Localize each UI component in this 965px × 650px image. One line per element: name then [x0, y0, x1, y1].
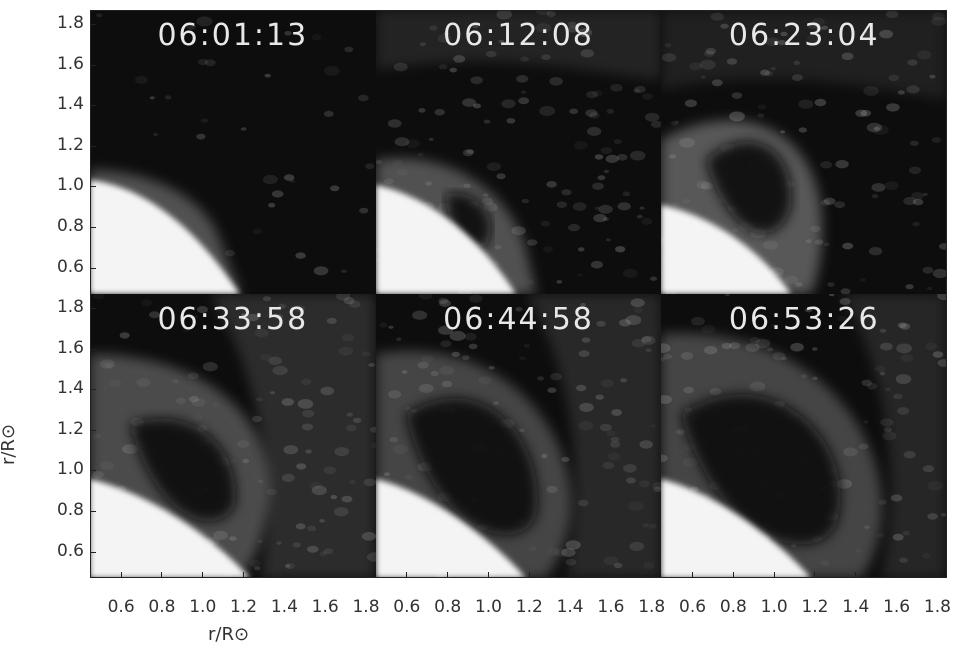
- x-tick-label: 1.0: [474, 597, 502, 617]
- x-tick-label: 0.6: [679, 597, 707, 617]
- y-tick-mark: [90, 24, 96, 26]
- y-tick-label: 0.6: [56, 256, 84, 277]
- x-tick-label: 1.4: [842, 597, 870, 617]
- y-tick-label: 1.8: [56, 297, 84, 318]
- image-panel-3: 06:23:04: [661, 10, 948, 294]
- x-tick-label: 1.2: [801, 597, 829, 617]
- x-tick-label: 1.8: [923, 597, 951, 617]
- panel-timestamp: 06:23:04: [728, 18, 880, 53]
- x-tick-mark: [447, 572, 449, 578]
- y-tick-mark: [90, 186, 96, 188]
- y-tick-mark: [90, 227, 96, 229]
- x-tick-label: 0.6: [393, 597, 421, 617]
- image-panel-4: 06:33:58: [90, 294, 376, 578]
- y-tick-label: 1.6: [56, 337, 84, 358]
- x-tick-mark: [855, 572, 857, 578]
- image-panel-2: 06:12:08: [375, 10, 662, 294]
- x-tick-mark: [283, 572, 285, 578]
- x-tick-mark: [324, 572, 326, 578]
- image-panel-1: 06:01:13: [90, 10, 376, 294]
- y-tick-mark: [90, 389, 96, 391]
- x-tick-mark: [569, 572, 571, 578]
- x-tick-mark: [651, 572, 653, 578]
- y-tick-mark: [90, 64, 96, 66]
- image-panel-6: 06:53:26: [661, 294, 948, 578]
- y-axis-title: r/R⊙: [0, 423, 20, 466]
- x-tick-label: 1.0: [189, 597, 217, 617]
- x-tick-mark: [692, 572, 693, 578]
- x-tick-mark: [896, 572, 898, 578]
- panel-timestamp: 06:44:58: [443, 302, 594, 337]
- x-tick-label: 1.6: [883, 597, 911, 617]
- x-tick-mark: [610, 572, 612, 578]
- x-tick-mark: [406, 572, 408, 578]
- x-tick-mark: [120, 572, 122, 578]
- x-tick-mark: [936, 572, 938, 578]
- y-tick-label: 1.2: [56, 418, 84, 439]
- y-tick-label: 1.6: [56, 53, 84, 74]
- x-tick-mark: [487, 572, 489, 578]
- x-tick-label: 1.2: [230, 597, 258, 617]
- y-tick-mark: [90, 348, 96, 350]
- y-tick-mark: [90, 308, 96, 310]
- y-tick-label: 1.4: [56, 94, 84, 115]
- y-tick-label: 1.4: [56, 378, 84, 399]
- y-tick-label: 0.6: [56, 540, 84, 561]
- x-tick-mark: [202, 572, 204, 578]
- y-tick-label: 1.0: [56, 459, 84, 480]
- x-tick-label: 1.8: [352, 597, 380, 617]
- y-tick-label: 1.0: [56, 175, 84, 196]
- x-tick-mark: [161, 572, 163, 578]
- y-tick-label: 0.8: [56, 216, 84, 237]
- x-tick-mark: [814, 572, 816, 578]
- y-tick-label: 1.2: [56, 134, 84, 155]
- x-tick-mark: [243, 572, 245, 578]
- x-tick-mark: [732, 572, 734, 578]
- y-tick-label: 0.8: [56, 500, 84, 521]
- y-tick-mark: [90, 145, 96, 147]
- panel-timestamp: 06:53:26: [728, 302, 880, 337]
- panel-timestamp: 06:01:13: [157, 18, 309, 53]
- y-tick-mark: [90, 511, 96, 513]
- y-tick-mark: [90, 105, 96, 107]
- y-tick-mark: [90, 551, 96, 553]
- x-tick-label: 1.6: [311, 597, 339, 617]
- y-tick-mark: [90, 267, 96, 269]
- x-tick-label: 1.4: [556, 597, 584, 617]
- x-tick-label: 0.8: [148, 597, 176, 617]
- x-tick-label: 0.8: [434, 597, 462, 617]
- x-tick-label: 1.2: [515, 597, 543, 617]
- x-axis-title: r/R⊙: [208, 624, 250, 645]
- x-tick-label: 0.6: [107, 597, 135, 617]
- x-tick-mark: [528, 572, 530, 578]
- panel-timestamp: 06:33:58: [157, 302, 309, 337]
- y-tick-label: 1.8: [56, 13, 84, 34]
- x-tick-mark: [365, 572, 367, 578]
- x-tick-label: 1.8: [638, 597, 666, 617]
- x-tick-label: 1.6: [597, 597, 625, 617]
- image-panel-5: 06:44:58: [375, 294, 662, 578]
- x-tick-label: 1.4: [270, 597, 298, 617]
- x-tick-label: 1.0: [760, 597, 788, 617]
- x-tick-mark: [773, 572, 775, 578]
- y-tick-mark: [90, 470, 96, 472]
- x-tick-label: 0.8: [719, 597, 747, 617]
- y-tick-mark: [90, 429, 96, 431]
- panel-timestamp: 06:12:08: [443, 18, 594, 53]
